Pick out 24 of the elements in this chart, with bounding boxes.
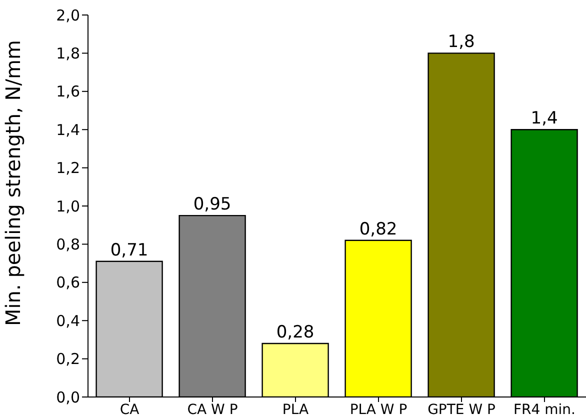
y-tick-label: 0,2: [56, 350, 80, 368]
x-tick-label: GPTE W P: [428, 402, 496, 418]
x-tick-label: CA: [120, 402, 140, 418]
data-label: 0,28: [276, 322, 314, 343]
x-tick-label: PLA W P: [350, 402, 408, 418]
y-tick-label: 1,8: [56, 44, 80, 63]
y-tick-label: 1,4: [56, 120, 80, 139]
x-tick-label: CA W P: [187, 402, 238, 418]
data-label: 1,4: [530, 108, 558, 129]
data-label: 0,95: [193, 194, 232, 215]
x-tick-label: PLA: [282, 402, 309, 418]
x-tick-label: FR4 min.: [514, 402, 576, 418]
data-label: 0,82: [359, 219, 398, 240]
y-tick-label: 0,6: [56, 274, 80, 292]
y-tick-label: 0,4: [56, 312, 80, 330]
y-tick-label: 0,8: [56, 236, 80, 254]
y-tick-label: 0,0: [56, 388, 80, 406]
data-label: 0,71: [110, 240, 148, 260]
y-tick-label: 1,6: [56, 82, 80, 101]
data-label: 1,8: [448, 32, 475, 52]
y-tick-label: 1,0: [56, 197, 80, 216]
y-tick-label: 1,2: [56, 159, 80, 178]
y-axis-title: Min. peeling strength, N/mm: [1, 40, 26, 326]
y-tick-label: 2,0: [56, 6, 80, 24]
